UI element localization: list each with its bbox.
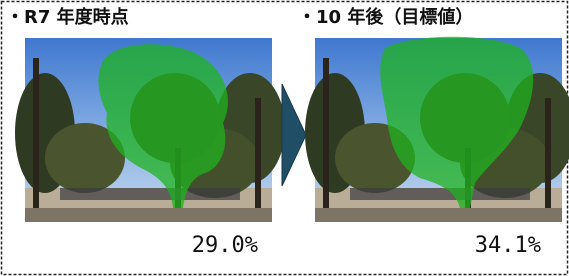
panel-title: ・10 年後（目標値） (298, 6, 473, 28)
panel-title: ・R7 年度時点 (6, 6, 129, 28)
figure: ・R7 年度時点 29.0% ・10 年後（目標値） 34.1% (0, 0, 569, 276)
canopy-value: 29.0% (192, 233, 258, 258)
photo-current (15, 38, 285, 222)
comparison: ・R7 年度時点 29.0% ・10 年後（目標値） 34.1% (0, 0, 569, 276)
arrow (282, 84, 306, 186)
photo-target (305, 37, 569, 222)
canopy-value: 34.1% (475, 233, 541, 258)
